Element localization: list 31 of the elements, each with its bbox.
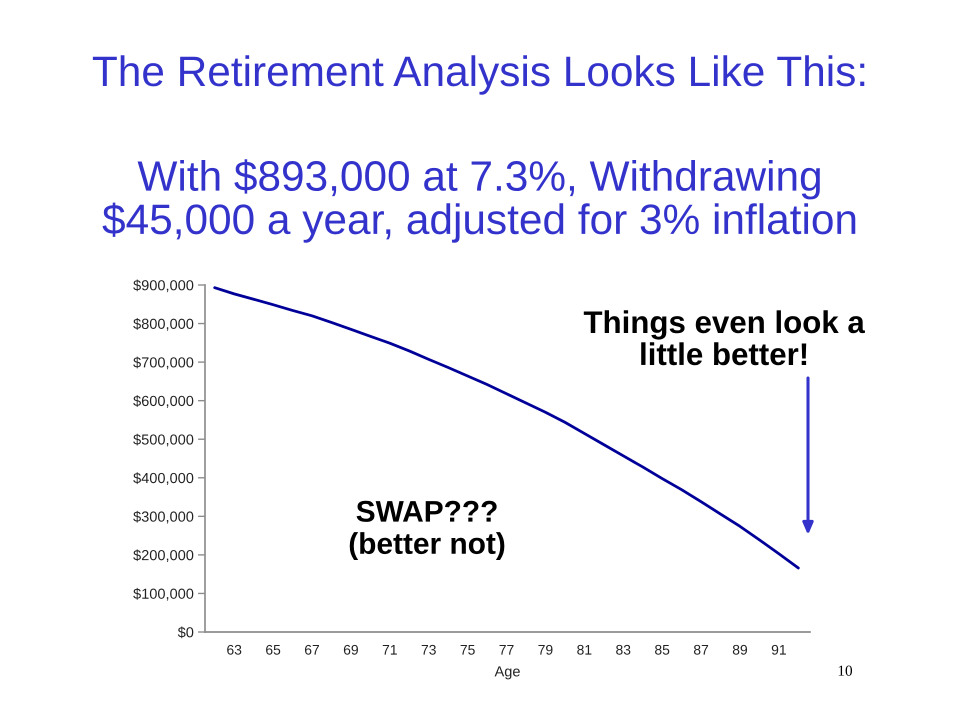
x-tick-label: 67	[304, 644, 320, 655]
annotation: SWAP??? (better not)	[350, 500, 504, 560]
x-axis-title: Age	[494, 666, 520, 680]
annotation: Things even look a little better!	[584, 310, 865, 366]
y-tick-label: $500,000	[133, 434, 194, 446]
x-tick-label: 75	[460, 645, 475, 655]
y-tick-label: $300,000	[133, 510, 194, 524]
x-tick-label: 63	[227, 644, 242, 655]
chart-title: The Retirement Analysis Looks Like This:	[92, 55, 864, 95]
y-tick-label: $200,000	[133, 549, 194, 562]
x-tick-label: 71	[382, 645, 397, 655]
x-tick-label: 91	[772, 644, 786, 655]
x-tick-label: 85	[655, 644, 670, 655]
y-tick-label: $0	[178, 626, 194, 638]
x-tick-label: 83	[616, 644, 630, 655]
x-tick-label: 79	[538, 644, 552, 655]
y-tick-label: $700,000	[133, 356, 194, 370]
x-tick-label: 87	[694, 644, 708, 655]
chart-subtitle: With $893,000 at 7.3%, Withdrawing $45,000 a year, adjusted for 3% inflation	[102, 159, 856, 243]
x-tick-label: 69	[344, 644, 358, 655]
x-tick-label: 77	[500, 645, 514, 655]
text: 10	[838, 666, 852, 676]
x-tick-label: 89	[732, 644, 748, 655]
y-tick-label: $800,000	[133, 318, 194, 331]
y-tick-label: $900,000	[133, 279, 194, 292]
x-tick-label: 65	[266, 644, 280, 655]
y-tick-label: $400,000	[133, 472, 194, 485]
y-tick-label: $100,000	[133, 588, 194, 601]
y-tick-label: $600,000	[133, 395, 194, 408]
x-tick-label: 73	[422, 644, 436, 655]
x-tick-label: 81	[577, 644, 592, 655]
